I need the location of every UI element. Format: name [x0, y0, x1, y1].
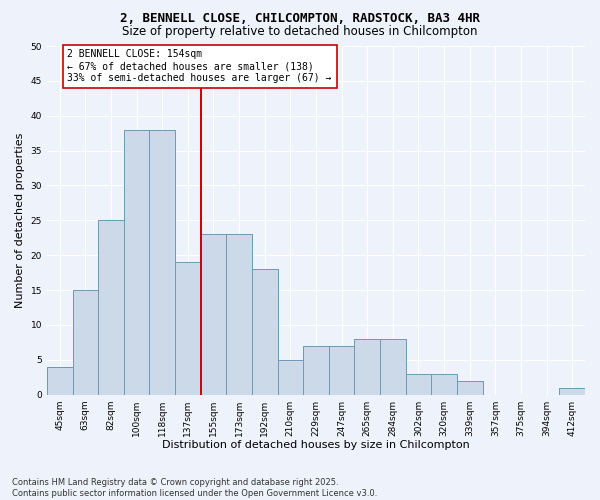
- Bar: [559, 388, 585, 394]
- Bar: [355, 339, 380, 394]
- Bar: [73, 290, 98, 395]
- Bar: [431, 374, 457, 394]
- Bar: [124, 130, 149, 394]
- Bar: [457, 380, 482, 394]
- Bar: [457, 380, 482, 394]
- Bar: [226, 234, 252, 394]
- Bar: [98, 220, 124, 394]
- Bar: [200, 234, 226, 394]
- Bar: [149, 130, 175, 394]
- Bar: [431, 374, 457, 394]
- Bar: [380, 339, 406, 394]
- Bar: [406, 374, 431, 394]
- Bar: [252, 269, 278, 394]
- Bar: [303, 346, 329, 395]
- Bar: [278, 360, 303, 394]
- Bar: [559, 388, 585, 394]
- Bar: [200, 234, 226, 394]
- Bar: [149, 130, 175, 394]
- Bar: [380, 339, 406, 394]
- Text: Size of property relative to detached houses in Chilcompton: Size of property relative to detached ho…: [122, 25, 478, 38]
- Bar: [47, 366, 73, 394]
- Bar: [124, 130, 149, 394]
- Bar: [73, 290, 98, 395]
- Bar: [175, 262, 200, 394]
- Bar: [252, 269, 278, 394]
- Bar: [278, 360, 303, 394]
- Bar: [98, 220, 124, 394]
- Bar: [329, 346, 355, 395]
- Bar: [226, 234, 252, 394]
- Bar: [303, 346, 329, 395]
- Bar: [175, 262, 200, 394]
- Bar: [355, 339, 380, 394]
- Text: Contains HM Land Registry data © Crown copyright and database right 2025.
Contai: Contains HM Land Registry data © Crown c…: [12, 478, 377, 498]
- Bar: [329, 346, 355, 395]
- Bar: [47, 366, 73, 394]
- Bar: [406, 374, 431, 394]
- Text: 2, BENNELL CLOSE, CHILCOMPTON, RADSTOCK, BA3 4HR: 2, BENNELL CLOSE, CHILCOMPTON, RADSTOCK,…: [120, 12, 480, 26]
- X-axis label: Distribution of detached houses by size in Chilcompton: Distribution of detached houses by size …: [162, 440, 470, 450]
- Y-axis label: Number of detached properties: Number of detached properties: [15, 132, 25, 308]
- Text: 2 BENNELL CLOSE: 154sqm
← 67% of detached houses are smaller (138)
33% of semi-d: 2 BENNELL CLOSE: 154sqm ← 67% of detache…: [67, 50, 332, 82]
